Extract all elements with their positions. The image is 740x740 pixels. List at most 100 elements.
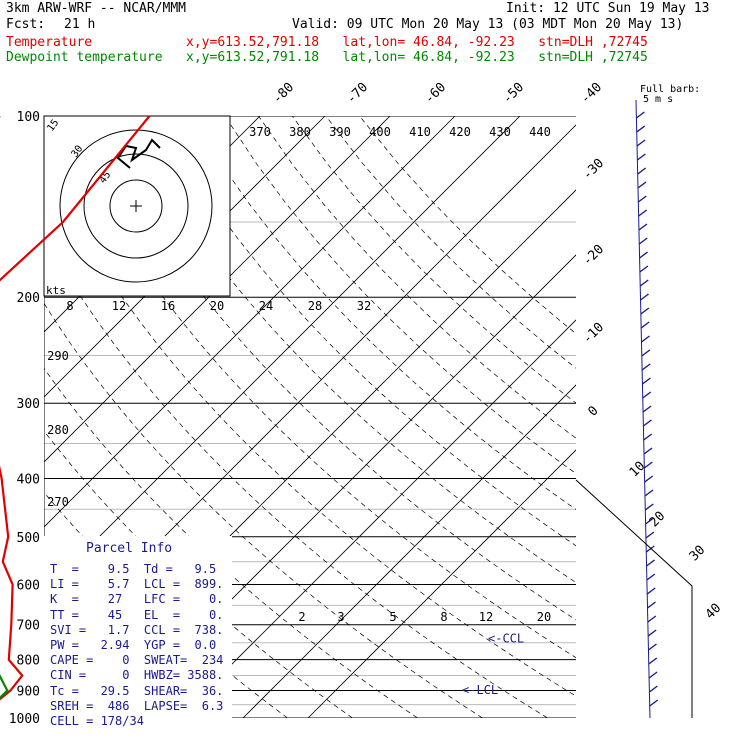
wind-barb [640, 293, 649, 301]
wind-barb [646, 573, 656, 581]
isotherm-label: -20 [580, 242, 607, 269]
speed-label: 16 [161, 299, 175, 313]
parcel-row: CELL = 178/34 [50, 714, 144, 728]
dry-adiabat [190, 116, 576, 510]
temperature-legend: Temperature x,y=613.52,791.18 lat,lon= 4… [6, 35, 648, 50]
isotherm-label: 20 [647, 509, 669, 531]
wind-frame [575, 479, 693, 718]
ccl-marker: <-CCL [488, 632, 524, 646]
isotherm-label: 10 [627, 459, 649, 481]
wind-barb [643, 433, 653, 441]
wind-barb [636, 125, 646, 133]
fcst-label: Fcst: [6, 17, 46, 32]
wind-barb [643, 461, 653, 469]
speed-label: 32 [357, 299, 371, 313]
wind-barb [648, 685, 658, 693]
theta-e-label: 440 [529, 125, 551, 139]
wind-barbs [575, 99, 693, 719]
parcel-info-title: Parcel Info [86, 541, 173, 556]
dry-adiabat [44, 302, 483, 718]
wind-barb [645, 545, 655, 553]
dry-adiabat [359, 116, 576, 335]
parcel-panel [44, 536, 232, 726]
wind-barb [642, 377, 651, 385]
wind-barb [649, 699, 659, 707]
wind-barb [641, 335, 650, 343]
theta-e-label: 400 [369, 125, 391, 139]
parcel-row: K = 27 LFC = 0. [50, 592, 224, 607]
isotherm [307, 449, 576, 718]
pressure-tick-label: 200 [17, 291, 40, 306]
parcel-row: Tc = 29.5 SHEAR= 36. [50, 683, 224, 698]
pressure-tick-label: 700 [17, 619, 40, 634]
theta-e-label: 420 [449, 125, 471, 139]
wind-barb [648, 671, 658, 679]
wind-barb [645, 531, 655, 539]
dry-adiabat [291, 116, 576, 404]
pressure-tick-label: 300 [17, 397, 40, 412]
hodograph-ring [109, 179, 163, 233]
pressure-tick-label: 1000 [9, 712, 40, 727]
isotherm [44, 116, 391, 463]
isotherm [44, 116, 456, 528]
speed-label: 28 [308, 299, 322, 313]
isotherm-label: -80 [270, 80, 297, 107]
wind-barb [647, 629, 657, 637]
wind-barb [646, 587, 656, 595]
wind-barb [639, 265, 649, 273]
wind-barb [644, 489, 654, 497]
parcel-row: TT = 45 EL = 0. [50, 607, 224, 622]
pressure-tick-label: 800 [17, 654, 40, 669]
wind-barb [647, 615, 657, 623]
pressure-tick-label: 600 [17, 578, 40, 593]
full-barb-label: Full barb: [640, 84, 701, 95]
theta-e-label: 380 [289, 125, 311, 139]
skewt-series [0, 115, 151, 701]
pressure-tick-label: 100 [17, 110, 40, 125]
dry-adiabat [157, 116, 576, 547]
mixing-ratio-label: 12 [479, 610, 493, 624]
init-time: Init: 12 UTC Sun 19 May 13 [506, 1, 710, 16]
wind-barb [637, 195, 647, 203]
isotherm [44, 116, 521, 593]
dry-adiabat [44, 163, 576, 697]
isotherm-label: -70 [344, 80, 371, 107]
parcel-row: PW = 2.94 YGP = 0.0 [50, 638, 217, 652]
mixing-ratio-label: 8 [440, 610, 447, 624]
isotherm-label: -30 [580, 156, 607, 183]
pressure-tick-label: 900 [17, 684, 40, 699]
wind-barb [642, 405, 652, 413]
hodograph-ring [83, 153, 189, 259]
wind-barb [638, 209, 648, 217]
dry-adiabat [258, 116, 576, 439]
wind-staff [635, 99, 651, 719]
parcel-row: CIN = 0 HWBZ= 3588. [50, 668, 224, 683]
fcst-value: 21 h [64, 17, 96, 32]
isotherm [242, 384, 576, 718]
wind-barb [646, 559, 655, 567]
wind-barb [643, 447, 653, 455]
wind-barb [648, 657, 658, 665]
lcl-marker: <-LCL [462, 683, 498, 697]
temperature-trace [0, 115, 151, 701]
pressure-tick-label: 500 [17, 531, 40, 546]
dry-adiabat [44, 235, 548, 718]
isotherm-label: 40 [703, 601, 725, 623]
isotherm-label: -60 [422, 80, 449, 107]
mixing-ratio-label: 3 [337, 610, 344, 624]
valid-time: Valid: 09 UTC Mon 20 May 13 (03 MDT Mon … [292, 17, 684, 32]
parcel-row: SVI = 1.7 CCL = 738. [50, 622, 224, 637]
wind-barb [648, 643, 657, 651]
wind-barb [638, 237, 648, 245]
speed-label: 12 [112, 299, 126, 313]
mixing-ratio-label: 20 [537, 610, 551, 624]
full-barb-value: 5 m s [643, 94, 674, 105]
wind-barb [639, 251, 648, 259]
theta-label: 270 [47, 495, 69, 509]
dewpoint-trace [0, 116, 9, 700]
dewpoint-legend: Dewpoint temperature x,y=613.52,791.18 l… [6, 50, 648, 65]
parcel-row: SREH = 486 LAPSE= 6.3 [50, 698, 224, 713]
dry-adiabat [224, 116, 576, 474]
wind-barb [640, 307, 650, 315]
